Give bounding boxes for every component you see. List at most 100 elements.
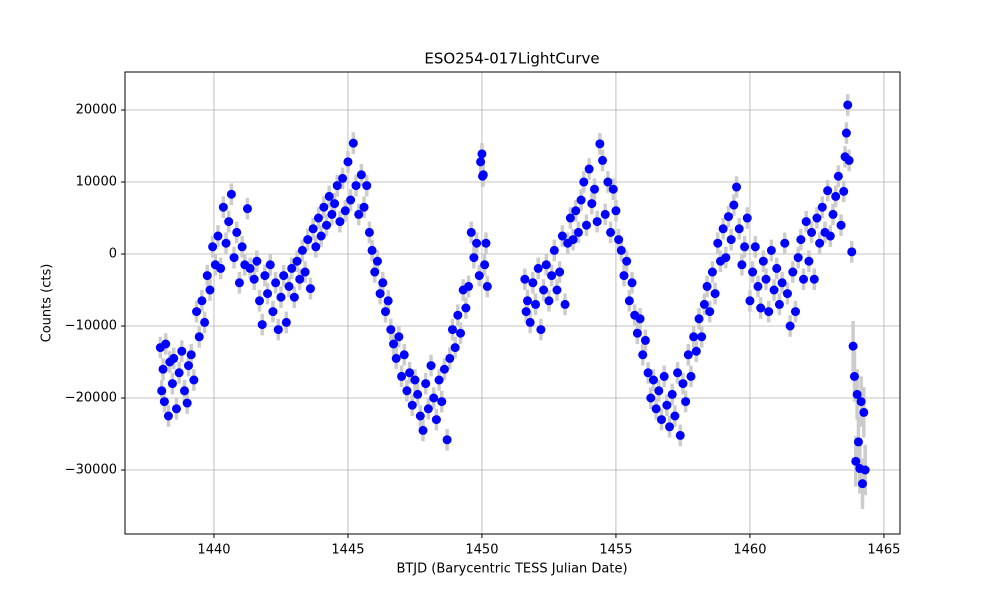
data-point	[833, 171, 843, 181]
data-point	[364, 227, 374, 237]
axes: 1440 1445 1450 1455 1460 1465 −30000 −20000 −100…	[65, 103, 901, 558]
data-point	[790, 307, 800, 317]
data-point	[205, 285, 215, 295]
data-point	[346, 195, 356, 205]
data-point	[399, 350, 409, 360]
data-point	[694, 314, 704, 324]
data-point	[785, 321, 795, 331]
data-point	[782, 289, 792, 299]
data-point	[466, 227, 476, 237]
data-point	[284, 281, 294, 291]
data-point	[255, 296, 265, 306]
data-point	[281, 317, 291, 327]
data-point	[476, 157, 486, 167]
data-point	[849, 371, 859, 381]
data-point	[547, 271, 557, 281]
data-point	[429, 393, 439, 403]
data-point	[362, 181, 372, 191]
data-point	[533, 263, 543, 273]
data-point	[213, 231, 223, 241]
data-point	[413, 389, 423, 399]
data-point	[788, 267, 798, 277]
data-point	[844, 155, 854, 165]
data-point	[584, 164, 594, 174]
data-point	[756, 303, 766, 313]
data-point	[843, 100, 853, 110]
data-point	[163, 411, 173, 421]
data-point	[386, 325, 396, 335]
data-point	[541, 260, 551, 270]
data-point	[194, 332, 204, 342]
data-point	[705, 307, 715, 317]
data-point	[292, 256, 302, 266]
data-point	[477, 149, 487, 159]
data-point	[343, 157, 353, 167]
data-point	[202, 271, 212, 281]
x-tick-label: 1440	[197, 543, 230, 558]
data-point	[560, 299, 570, 309]
data-point	[169, 353, 179, 363]
data-point	[300, 267, 310, 277]
data-point	[431, 415, 441, 425]
data-point	[859, 407, 869, 417]
data-point	[847, 247, 857, 257]
data-point	[394, 332, 404, 342]
data-point	[161, 339, 171, 349]
data-point	[734, 224, 744, 234]
data-point	[260, 271, 270, 281]
points	[155, 100, 870, 489]
data-point	[335, 217, 345, 227]
data-point	[643, 368, 653, 378]
data-point	[303, 235, 313, 245]
data-point	[182, 398, 192, 408]
data-point	[772, 263, 782, 273]
data-point	[793, 253, 803, 263]
data-point	[721, 253, 731, 263]
data-point	[748, 267, 758, 277]
data-point	[611, 206, 621, 216]
data-point	[257, 320, 267, 330]
data-point	[469, 253, 479, 263]
chart-title: ESO254-017LightCurve	[424, 50, 599, 68]
data-point	[742, 213, 752, 223]
data-point	[442, 435, 452, 445]
data-point	[592, 217, 602, 227]
data-point	[171, 404, 181, 414]
data-point	[268, 307, 278, 317]
data-point	[474, 271, 484, 281]
data-point	[445, 353, 455, 363]
data-point	[229, 253, 239, 263]
data-point	[389, 339, 399, 349]
data-point	[839, 186, 849, 196]
data-point	[410, 375, 420, 385]
data-point	[766, 245, 776, 255]
data-point	[177, 346, 187, 356]
data-point	[853, 437, 863, 447]
data-point	[579, 177, 589, 187]
data-point	[555, 267, 565, 277]
data-point	[622, 256, 632, 266]
data-point	[851, 456, 861, 466]
data-point	[192, 307, 202, 317]
x-tick-label: 1455	[599, 543, 632, 558]
data-point	[407, 400, 417, 410]
data-point	[836, 220, 846, 230]
data-point	[624, 296, 634, 306]
data-point	[391, 353, 401, 363]
plot-frame	[124, 71, 901, 535]
data-point	[769, 285, 779, 295]
data-point	[619, 271, 629, 281]
data-point	[200, 317, 210, 327]
data-point	[841, 128, 851, 138]
data-point	[807, 227, 817, 237]
data-point	[464, 281, 474, 291]
data-point	[221, 238, 231, 248]
data-point	[189, 375, 199, 385]
data-point	[426, 361, 436, 371]
data-point	[289, 292, 299, 302]
data-point	[758, 256, 768, 266]
data-point	[713, 238, 723, 248]
data-point	[590, 184, 600, 194]
data-point	[603, 177, 613, 187]
data-point	[659, 371, 669, 381]
